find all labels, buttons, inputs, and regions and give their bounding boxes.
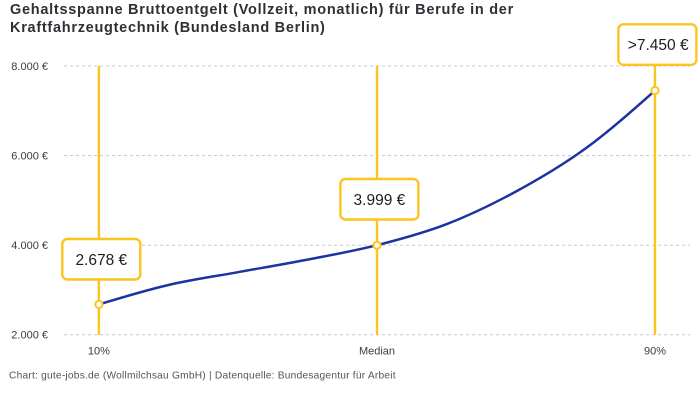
svg-text:6.000 €: 6.000 € xyxy=(11,151,48,163)
svg-text:8.000 €: 8.000 € xyxy=(11,61,48,73)
svg-text:2.678 €: 2.678 € xyxy=(75,252,127,269)
svg-text:2.000 €: 2.000 € xyxy=(11,330,48,342)
svg-text:3.999 €: 3.999 € xyxy=(354,192,406,209)
svg-text:Chart: gute-jobs.de (Wollmilch: Chart: gute-jobs.de (Wollmilchsau GmbH) … xyxy=(9,371,396,382)
svg-text:90%: 90% xyxy=(644,345,666,357)
svg-text:Median: Median xyxy=(359,345,395,357)
svg-text:4.000 €: 4.000 € xyxy=(11,240,48,252)
svg-text:10%: 10% xyxy=(88,345,110,357)
svg-text:>7.450 €: >7.450 € xyxy=(628,37,689,54)
